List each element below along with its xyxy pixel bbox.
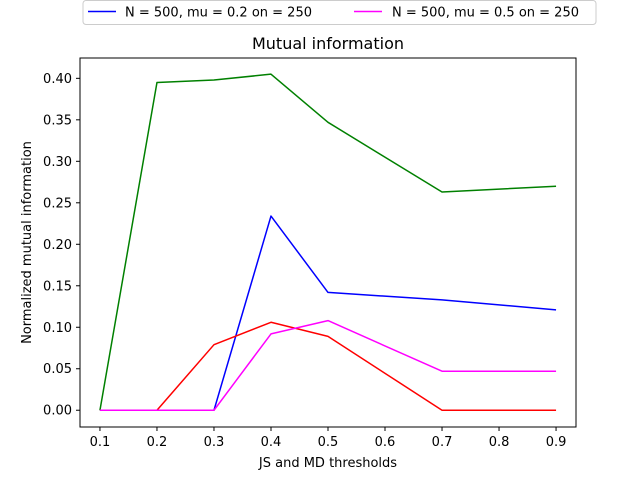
x-tick-label: 0.5 (318, 435, 339, 450)
plot-area (99, 73, 557, 411)
y-tick-label: 0.35 (43, 113, 72, 128)
y-axis-ticks: 0.00 0.05 0.10 0.15 0.20 0.25 0.30 0.35 0.40 (43, 72, 80, 419)
series-line-1 (99, 215, 557, 411)
y-axis-label: Normalized mutual information (20, 141, 35, 344)
x-axis-ticks: 0.1 0.2 0.3 0.4 0.5 0.6 0.7 0.8 0.9 (90, 427, 567, 450)
y-tick-label: 0.10 (43, 321, 72, 336)
legend-box (82, 0, 597, 25)
x-axis-label: JS and MD thresholds (258, 456, 397, 471)
y-tick-label: 0.20 (43, 238, 72, 253)
legend-label-1: N = 500, mu = 0.2 on = 250 (125, 6, 312, 21)
legend: N = 500, mu = 0.2 on = 250 N = 500, mu =… (82, 0, 597, 25)
x-tick-label: 0.7 (432, 435, 453, 450)
series-line-3 (99, 321, 557, 411)
y-tick-label: 0.30 (43, 155, 72, 170)
series-line-2 (99, 73, 557, 411)
series-line-4 (99, 319, 557, 411)
x-tick-label: 0.2 (147, 435, 168, 450)
x-tick-label: 0.6 (375, 435, 396, 450)
y-tick-label: 0.25 (43, 196, 72, 211)
y-tick-label: 0.00 (43, 404, 72, 419)
y-tick-label: 0.40 (43, 72, 72, 87)
y-tick-label: 0.05 (43, 362, 72, 377)
y-tick-label: 0.15 (43, 279, 72, 294)
x-tick-label: 0.8 (489, 435, 510, 450)
chart-title: Mutual information (252, 34, 404, 53)
x-tick-label: 0.9 (546, 435, 567, 450)
legend-label-2: N = 500, mu = 0.5 on = 250 (392, 6, 579, 21)
x-tick-label: 0.3 (204, 435, 225, 450)
x-tick-label: 0.4 (261, 435, 282, 450)
x-tick-label: 0.1 (90, 435, 111, 450)
